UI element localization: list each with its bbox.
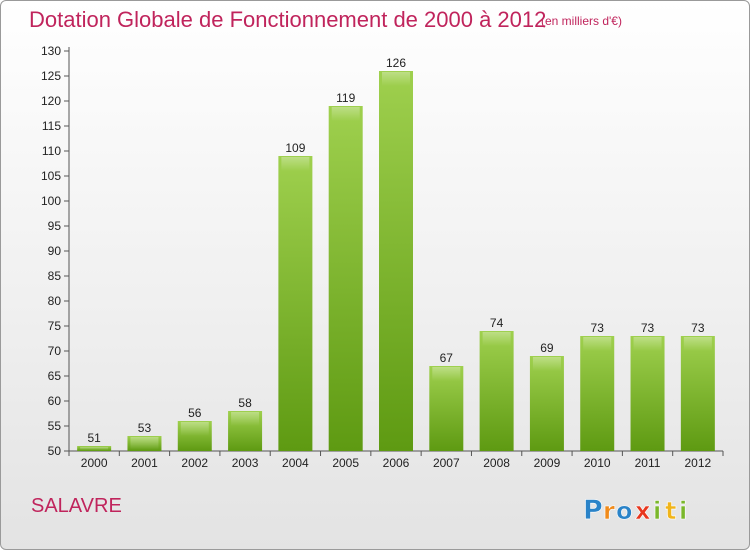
y-tick-label: 100 [41,194,61,208]
value-label-2011: 73 [641,321,655,335]
y-tick-label: 85 [48,269,62,283]
bar-highlight [180,422,209,436]
bar-2004 [278,156,313,451]
y-tick-label: 70 [48,344,62,358]
bar-highlight [281,157,310,171]
commune-name: SALAVRE [31,495,122,517]
value-label-2007: 67 [440,351,454,365]
y-tick-label: 105 [41,169,61,183]
y-tick-label: 120 [41,94,61,108]
bar-2008 [479,331,514,451]
value-label-2012: 73 [691,321,705,335]
y-tick-label: 115 [42,119,61,133]
logo-letter: r [603,497,615,525]
value-labels: 51 53 56 58 109 119 126 67 74 69 73 73 73 [87,56,704,445]
y-tick-label: 125 [41,69,61,83]
bar-highlight [432,367,461,381]
y-tick-label: 90 [48,244,62,258]
y-tick-label: 110 [42,144,61,158]
x-tick-label: 2009 [534,456,561,470]
value-label-2008: 74 [490,316,504,330]
bar-highlight [80,447,109,450]
x-tick-label: 2003 [232,456,259,470]
y-tick-label: 130 [41,44,61,58]
y-axis: 50 55 60 65 70 75 80 85 90 95 100 105 110 115 120 125 13… [41,44,70,458]
bar-2005 [328,106,363,451]
value-label-2010: 73 [591,321,605,335]
bar-highlight [532,357,561,371]
y-tick-label: 55 [48,419,62,433]
bar-highlight [130,437,159,450]
x-tick-label: 2008 [483,456,510,470]
bar-2006 [379,71,413,451]
logo-letter: t [665,497,676,525]
x-tick-label: 2005 [332,456,359,470]
bar-2012 [680,336,715,451]
x-tick-label: 2004 [282,456,309,470]
bar-highlight [382,72,410,86]
bar-highlight [482,332,511,346]
x-tick-label: 2006 [383,456,410,470]
x-tick-label: 2000 [81,456,108,470]
logo-letter: o [616,497,633,525]
logo-letter: P [583,495,603,526]
bar-2009 [529,356,564,451]
bar-2010 [580,336,615,451]
value-label-2003: 58 [238,396,252,410]
value-label-2000: 51 [87,431,101,445]
y-tick-label: 50 [48,444,62,458]
y-tick-label: 75 [48,319,62,333]
y-tick-label: 80 [48,294,62,308]
x-axis: 2000 2001 2002 2003 2004 2005 2006 2007 2008 2009… [68,450,724,470]
chart-subtitle: (en milliers d'€) [541,14,622,28]
logo-letter: x [635,497,651,525]
bar-highlight [683,337,712,351]
logo-letter: i [679,497,687,525]
value-label-2006: 126 [386,56,406,70]
value-label-2005: 119 [336,91,355,105]
logo-letter: i [653,497,661,525]
value-label-2004: 109 [285,141,305,155]
bar-highlight [583,337,612,351]
bar-2011 [630,336,665,451]
x-tick-label: 2007 [433,456,460,470]
y-tick-label: 60 [48,394,62,408]
bar-highlight [231,412,260,426]
chart-title: Dotation Globale de Fonctionnement de 20… [29,7,547,32]
bar-highlight [633,337,662,351]
x-tick-label: 2010 [584,456,611,470]
x-tick-label: 2012 [684,456,711,470]
y-tick-label: 65 [48,369,62,383]
x-tick-label: 2001 [131,456,158,470]
x-tick-label: 2002 [181,456,208,470]
value-label-2002: 56 [188,406,202,420]
bars [77,71,715,451]
value-label-2009: 69 [540,341,554,355]
bar-highlight [331,107,360,121]
x-tick-label: 2011 [635,456,661,470]
y-tick-label: 95 [48,219,62,233]
value-label-2001: 53 [138,421,152,435]
